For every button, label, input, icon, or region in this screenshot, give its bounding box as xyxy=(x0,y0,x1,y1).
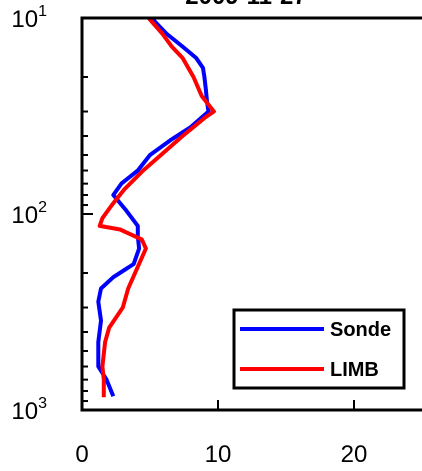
x-tick-label: 0 xyxy=(75,441,88,468)
series-line-sonde xyxy=(96,16,211,397)
x-tick-labels: 0 10 20 xyxy=(75,441,367,468)
series-line-limb xyxy=(97,16,216,398)
legend: Sonde LIMB xyxy=(232,308,406,390)
x-tick-label: 20 xyxy=(341,441,368,468)
y-tick-label: 101 xyxy=(11,3,47,33)
y-tick-label: 103 xyxy=(11,395,47,425)
y-tick-labels: 101 102 103 xyxy=(11,3,47,425)
legend-label-limb: LIMB xyxy=(330,359,379,381)
axes-layer xyxy=(80,16,422,412)
legend-label-sonde: Sonde xyxy=(330,319,391,341)
x-tick-label: 10 xyxy=(205,441,232,468)
y-tick-label: 102 xyxy=(11,199,47,229)
legend-box xyxy=(232,308,406,390)
series-layer xyxy=(96,16,216,398)
chart-title: 2009-11-27 xyxy=(185,0,306,10)
